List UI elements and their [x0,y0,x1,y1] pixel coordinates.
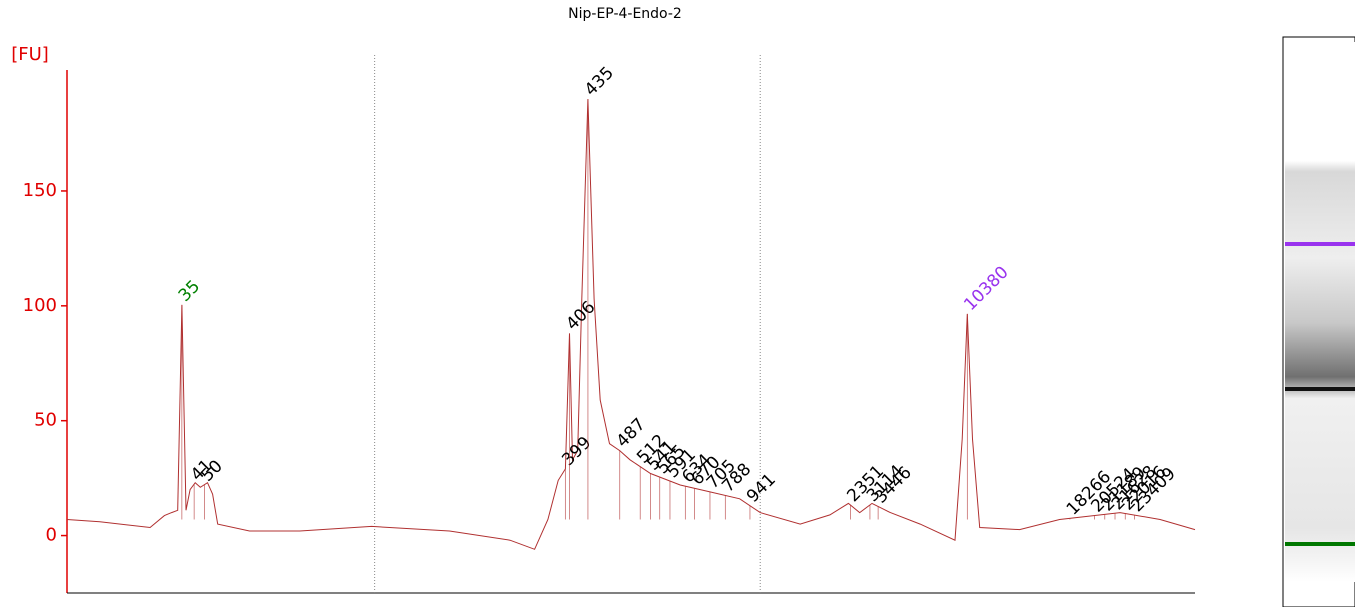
upper-marker-band [1285,242,1355,246]
peak-label: 399 [558,433,595,470]
y-tick-label: 100 [23,295,57,316]
sample-band [1285,387,1355,391]
y-axis-label: [FU] [11,44,49,65]
y-tick-label: 150 [23,180,57,201]
y-tick-label: 50 [34,410,57,431]
lower-marker-band [1285,542,1355,546]
gel-bands [1285,42,1355,582]
gel-lane [1282,36,1355,607]
y-tick-label: 0 [46,525,57,546]
chart-title: Nip-EP-4-Endo-2 [568,6,682,22]
peak-label: 10380 [960,263,1012,315]
peak-label: 35 [175,277,204,306]
trace [66,99,1196,550]
peak-label: 435 [581,63,618,100]
